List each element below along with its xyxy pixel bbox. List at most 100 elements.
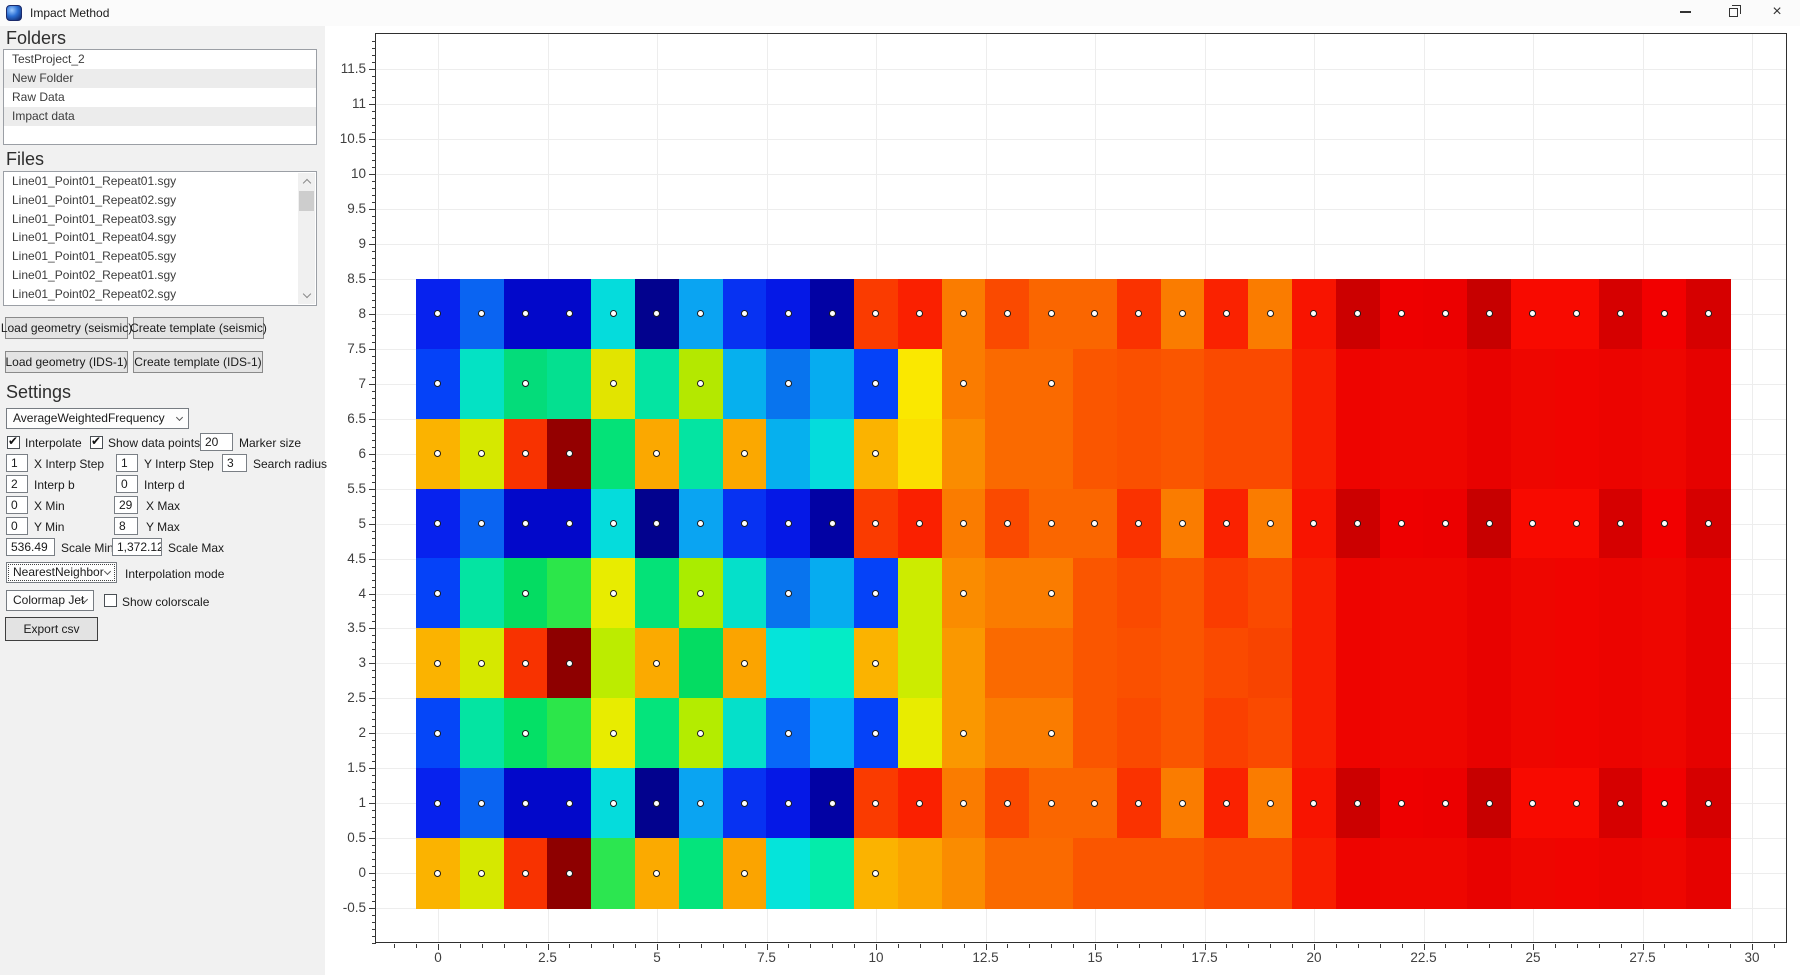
data-point-marker bbox=[1398, 799, 1406, 807]
y-axis-label: 1.5 bbox=[347, 760, 366, 776]
files-scrollbar[interactable] bbox=[298, 173, 315, 304]
y-interp-step-input[interactable] bbox=[116, 454, 138, 472]
y-axis-minor-tick bbox=[372, 747, 376, 749]
y-max-input[interactable] bbox=[114, 517, 138, 535]
data-point-marker bbox=[1003, 520, 1011, 528]
load-geometry-ids1-button[interactable]: Load geometry (IDS-1) bbox=[5, 351, 128, 373]
folder-item[interactable]: TestProject_2 bbox=[12, 52, 85, 66]
heatmap-cell bbox=[766, 838, 811, 909]
x-axis-label: 20 bbox=[1306, 950, 1322, 965]
colormap-dropdown[interactable]: Colormap Jet bbox=[6, 590, 94, 611]
interpolation-mode-dropdown[interactable]: NearestNeighbor bbox=[6, 562, 117, 583]
files-list: Line01_Point01_Repeat01.sgy Line01_Point0… bbox=[3, 171, 317, 306]
data-point-marker bbox=[741, 659, 749, 667]
heatmap-cell bbox=[1292, 698, 1337, 769]
file-item[interactable]: Line01_Point02_Repeat02.sgy bbox=[12, 286, 177, 301]
heatmap-cell bbox=[897, 628, 943, 699]
x-axis-minor-tick bbox=[1664, 944, 1666, 948]
marker-size-input[interactable] bbox=[200, 433, 233, 451]
data-point-marker bbox=[916, 310, 924, 318]
heatmap-cell bbox=[1642, 558, 1687, 629]
file-item[interactable]: Line01_Point01_Repeat02.sgy bbox=[12, 192, 177, 207]
heatmap-cell bbox=[1335, 558, 1381, 629]
show-data-points-checkbox[interactable] bbox=[90, 434, 103, 449]
close-button[interactable]: × bbox=[1760, 0, 1794, 24]
heatmap-cell bbox=[1511, 558, 1556, 629]
create-template-ids1-button[interactable]: Create template (IDS-1) bbox=[133, 351, 263, 373]
x-axis-minor-tick bbox=[394, 944, 396, 948]
heatmap-cell bbox=[941, 418, 987, 490]
files-rows: Line01_Point01_Repeat01.sgy Line01_Point0… bbox=[4, 172, 316, 304]
heatmap-cell bbox=[1511, 628, 1556, 699]
scroll-down-button[interactable] bbox=[298, 287, 315, 304]
restore-button[interactable] bbox=[1716, 0, 1750, 24]
y-axis-label: 7.5 bbox=[347, 340, 366, 356]
x-axis-minor-tick bbox=[1620, 944, 1622, 948]
y-axis-minor-tick bbox=[372, 691, 376, 693]
heatmap-cell bbox=[591, 418, 636, 490]
data-point-marker bbox=[1135, 520, 1143, 528]
data-point-marker bbox=[653, 869, 661, 877]
x-min-input[interactable] bbox=[6, 496, 28, 514]
scale-min-input[interactable] bbox=[6, 538, 55, 556]
heatmap-cell bbox=[897, 558, 943, 629]
y-axis-minor-tick bbox=[372, 649, 376, 651]
y-axis-minor-tick bbox=[372, 376, 376, 378]
heatmap-cell bbox=[1116, 348, 1162, 420]
heatmap-cell bbox=[1642, 838, 1687, 909]
folder-item[interactable]: Raw Data bbox=[12, 90, 65, 104]
data-point-marker bbox=[784, 380, 792, 388]
x-interp-step-input[interactable] bbox=[6, 454, 28, 472]
y-axis-tick bbox=[369, 873, 376, 874]
minimize-button[interactable] bbox=[1668, 0, 1702, 24]
heatmap-cell bbox=[1379, 558, 1425, 629]
y-axis-label: -0.5 bbox=[342, 900, 366, 915]
heatmap-cell bbox=[985, 348, 1030, 420]
y-axis-minor-tick bbox=[372, 656, 376, 658]
data-point-marker bbox=[872, 450, 880, 458]
create-template-seismic-button[interactable]: Create template (seismic) bbox=[130, 317, 267, 339]
file-item[interactable]: Line01_Point01_Repeat01.sgy bbox=[12, 174, 177, 188]
heatmap-cell bbox=[1292, 558, 1337, 629]
x-axis-minor-tick bbox=[1773, 944, 1775, 948]
export-csv-button[interactable]: Export csv bbox=[5, 617, 98, 641]
folder-item[interactable]: New Folder bbox=[4, 69, 316, 88]
heatmap-cell bbox=[1292, 838, 1337, 909]
file-item[interactable]: Line01_Point01_Repeat05.sgy bbox=[12, 249, 177, 264]
heatmap-cell bbox=[1554, 418, 1600, 490]
x-max-input[interactable] bbox=[114, 496, 138, 514]
y-axis-tick bbox=[369, 104, 376, 106]
show-colorscale-checkbox[interactable] bbox=[104, 594, 117, 607]
data-point-marker bbox=[872, 659, 880, 667]
heatmap-cell bbox=[1248, 628, 1293, 699]
y-axis-minor-tick bbox=[372, 97, 376, 99]
y-min-input[interactable] bbox=[6, 517, 28, 535]
scrollbar-thumb[interactable] bbox=[299, 191, 314, 211]
heatmap-cell bbox=[1511, 348, 1556, 420]
scale-max-input[interactable] bbox=[112, 538, 162, 556]
y-axis-minor-tick bbox=[372, 202, 376, 203]
data-point-marker bbox=[478, 869, 486, 877]
x-axis-minor-tick bbox=[1467, 944, 1469, 948]
load-geometry-seismic-button[interactable]: Load geometry (seismic) bbox=[1, 317, 132, 339]
method-dropdown[interactable]: AverageWeightedFrequency bbox=[6, 408, 189, 429]
y-axis-minor-tick bbox=[372, 334, 376, 336]
interp-b-input[interactable] bbox=[6, 475, 28, 493]
heatmap-cell bbox=[897, 838, 943, 909]
y-axis-minor-tick bbox=[372, 684, 376, 686]
scroll-up-button[interactable] bbox=[298, 173, 315, 190]
x-axis-minor-tick bbox=[788, 944, 790, 948]
heatmap-cell bbox=[459, 698, 505, 769]
x-axis-tick bbox=[1642, 944, 1644, 950]
interp-d-input[interactable] bbox=[116, 475, 138, 493]
heatmap-cell bbox=[897, 698, 943, 769]
x-axis-tick bbox=[438, 944, 439, 950]
data-point-marker bbox=[609, 380, 617, 388]
file-item[interactable]: Line01_Point01_Repeat04.sgy bbox=[12, 230, 177, 245]
search-radius-input[interactable] bbox=[222, 454, 247, 472]
heatmap-plot: 11.5 11 10.5 10 9.5 9 8.5 8 7.5 7 6.5 6 5.5 5 4.5 4 3.5 3… bbox=[340, 33, 1787, 965]
interpolate-checkbox[interactable] bbox=[7, 434, 20, 449]
file-item[interactable]: Line01_Point01_Repeat03.sgy bbox=[12, 211, 177, 226]
folder-item[interactable]: Impact data bbox=[4, 107, 316, 126]
file-item[interactable]: Line01_Point02_Repeat01.sgy bbox=[12, 267, 177, 282]
